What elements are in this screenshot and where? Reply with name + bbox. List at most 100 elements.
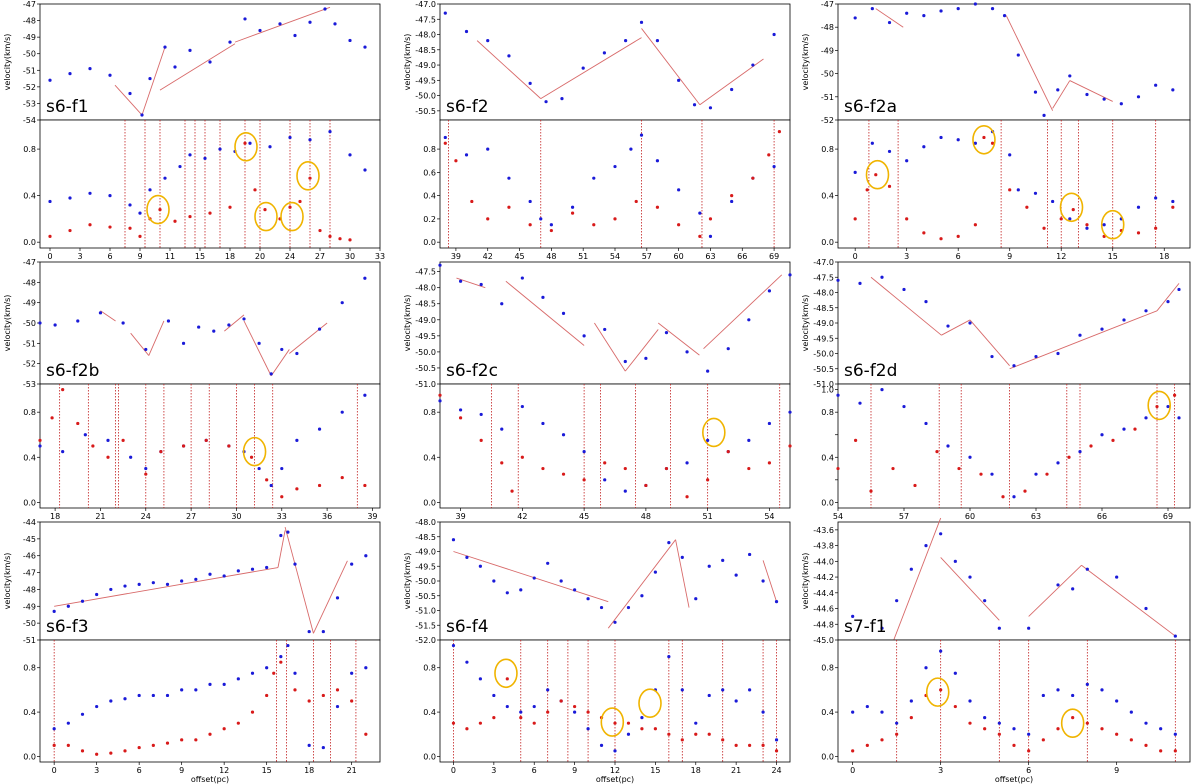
bottom-xtick-label: 6 xyxy=(107,252,112,261)
top-ytick-label: -51 xyxy=(23,636,36,645)
red-point xyxy=(939,688,943,692)
velocity-point xyxy=(242,317,246,321)
bottom-xtick-label: 0 xyxy=(850,766,855,775)
velocity-point xyxy=(500,302,504,306)
red-point xyxy=(777,130,781,134)
red-point xyxy=(983,727,987,731)
velocity-point xyxy=(364,554,368,558)
red-point xyxy=(106,455,110,459)
red-point xyxy=(528,223,532,227)
top-ylabel: velocity(km/s) xyxy=(3,553,12,610)
blue-point xyxy=(677,188,681,192)
velocity-point xyxy=(1034,354,1038,359)
red-point xyxy=(1155,404,1159,409)
blue-point xyxy=(321,745,325,750)
red-point xyxy=(505,677,509,681)
blue-point xyxy=(939,135,943,140)
red-point xyxy=(1067,455,1071,459)
bottom-xtick-label: 60 xyxy=(674,252,684,261)
velocity-point xyxy=(492,579,496,583)
velocity-point xyxy=(1012,364,1016,368)
fit-line xyxy=(594,322,626,372)
top-ytick-label: -50.5 xyxy=(415,364,436,373)
red-point xyxy=(338,237,342,241)
blue-point xyxy=(1041,693,1045,698)
red-point xyxy=(698,234,702,238)
velocity-point xyxy=(624,39,628,43)
velocity-point xyxy=(194,577,198,581)
fit-line xyxy=(453,551,609,603)
blue-point xyxy=(956,138,960,142)
red-point xyxy=(592,223,596,227)
top-ytick-label: -44.6 xyxy=(813,605,834,614)
blue-point xyxy=(613,749,617,753)
red-point xyxy=(1115,732,1119,736)
top-ytick-label: -49.5 xyxy=(415,562,436,571)
panel-label: s6-f2c xyxy=(446,361,498,381)
red-point xyxy=(68,228,72,233)
velocity-point xyxy=(602,51,606,55)
red-point xyxy=(328,234,332,238)
bottom-ytick-label: 0.8 xyxy=(423,664,436,673)
red-point xyxy=(694,732,698,736)
blue-point xyxy=(968,455,972,459)
velocity-point xyxy=(561,311,566,315)
velocity-point xyxy=(582,334,586,338)
bottom-ytick-label: 0.0 xyxy=(423,238,436,247)
velocity-point xyxy=(257,341,261,345)
blue-point xyxy=(851,710,855,714)
blue-point xyxy=(853,170,857,174)
velocity-point xyxy=(308,20,312,24)
blue-point xyxy=(1027,732,1031,736)
red-point xyxy=(570,211,575,215)
velocity-point xyxy=(250,567,255,571)
velocity-point xyxy=(902,287,906,292)
blue-point xyxy=(973,141,977,145)
velocity-point xyxy=(165,582,170,586)
blue-point xyxy=(909,699,913,703)
blue-point xyxy=(123,697,127,701)
red-point xyxy=(454,159,458,163)
velocity-point xyxy=(774,600,779,604)
velocity-point xyxy=(464,29,469,34)
blue-point xyxy=(573,710,577,714)
velocity-point xyxy=(905,11,909,15)
red-point xyxy=(486,217,490,221)
blue-point xyxy=(858,401,862,405)
blue-point xyxy=(464,153,469,157)
bottom-xtick-label: 0 xyxy=(52,766,57,775)
blue-point xyxy=(586,727,590,731)
red-point xyxy=(293,688,297,692)
red-point xyxy=(144,472,148,476)
velocity-point xyxy=(990,7,995,11)
fit-line xyxy=(875,8,904,28)
velocity-point xyxy=(858,281,862,285)
bottom-xtick-label: 45 xyxy=(514,252,524,261)
top-ytick-label: -44.0 xyxy=(813,557,834,566)
red-point xyxy=(121,438,125,442)
fit-line xyxy=(476,40,542,99)
fit-line xyxy=(224,314,245,332)
velocity-point xyxy=(653,570,657,574)
bottom-xtick-label: 39 xyxy=(451,252,461,261)
red-point xyxy=(227,444,231,448)
velocity-point xyxy=(573,588,577,592)
red-point xyxy=(1071,716,1075,720)
top-panel-frame xyxy=(439,521,791,641)
blue-point xyxy=(180,688,184,692)
velocity-point xyxy=(1078,333,1082,337)
red-point xyxy=(887,184,892,188)
blue-point xyxy=(66,721,70,725)
red-point xyxy=(363,483,367,488)
fit-line xyxy=(243,320,272,377)
highlight-circle xyxy=(146,194,170,225)
blue-point xyxy=(1136,205,1141,209)
velocity-point xyxy=(348,38,352,43)
velocity-point xyxy=(748,552,752,557)
blue-point xyxy=(492,693,496,698)
bottom-panel-frame xyxy=(39,383,381,509)
red-point xyxy=(895,732,899,736)
velocity-point xyxy=(707,564,711,568)
top-ytick-label: -48 xyxy=(23,17,36,26)
